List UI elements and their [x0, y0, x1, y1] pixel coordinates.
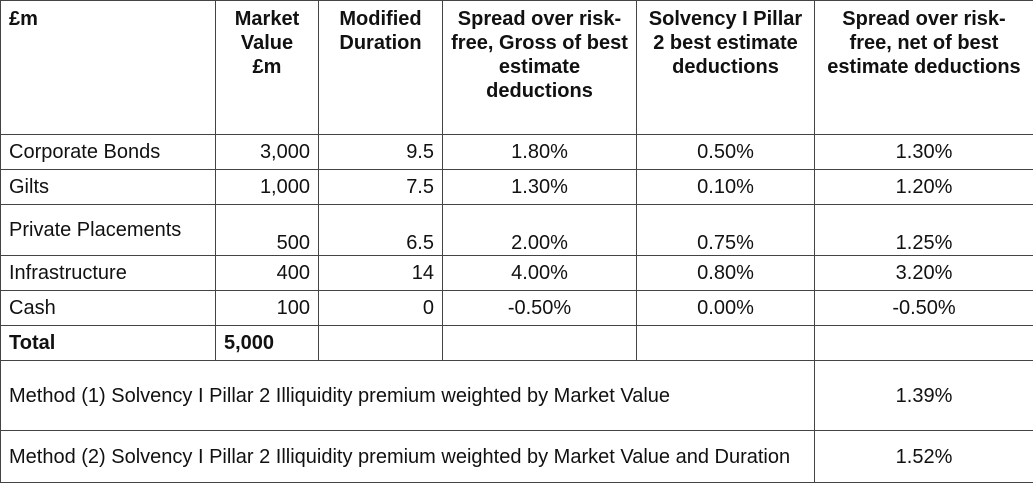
deductions-cell: 0.75%: [637, 205, 815, 256]
empty-cell: [815, 326, 1033, 361]
table-row: Private Placements 500 6.5 2.00% 0.75% 1…: [1, 205, 1033, 256]
deductions-cell: 0.80%: [637, 256, 815, 291]
method-1-label: Method (1) Solvency I Pillar 2 Illiquidi…: [1, 361, 815, 431]
header-modified-duration: Modified Duration: [319, 1, 443, 135]
table-row: Infrastructure 400 14 4.00% 0.80% 3.20%: [1, 256, 1033, 291]
duration-cell: 7.5: [319, 170, 443, 205]
asset-name: Private Placements: [1, 205, 216, 256]
duration-cell: 9.5: [319, 135, 443, 170]
total-row: Total 5,000: [1, 326, 1033, 361]
asset-name: Infrastructure: [1, 256, 216, 291]
market-value-cell: 100: [216, 291, 319, 326]
asset-name: Gilts: [1, 170, 216, 205]
header-net-spread: Spread over risk-free, net of best estim…: [815, 1, 1033, 135]
gross-spread-cell: 1.30%: [443, 170, 637, 205]
deductions-cell: 0.10%: [637, 170, 815, 205]
asset-name: Cash: [1, 291, 216, 326]
net-spread-cell: 1.30%: [815, 135, 1033, 170]
table-row: Corporate Bonds 3,000 9.5 1.80% 0.50% 1.…: [1, 135, 1033, 170]
gross-spread-cell: -0.50%: [443, 291, 637, 326]
duration-cell: 6.5: [319, 205, 443, 256]
method-2-label: Method (2) Solvency I Pillar 2 Illiquidi…: [1, 431, 815, 483]
market-value-cell: 500: [216, 205, 319, 256]
header-deductions: Solvency I Pillar 2 best estimate deduct…: [637, 1, 815, 135]
empty-cell: [443, 326, 637, 361]
method-row: Method (2) Solvency I Pillar 2 Illiquidi…: [1, 431, 1033, 483]
net-spread-cell: 1.20%: [815, 170, 1033, 205]
net-spread-cell: 3.20%: [815, 256, 1033, 291]
table-row: Gilts 1,000 7.5 1.30% 0.10% 1.20%: [1, 170, 1033, 205]
duration-cell: 0: [319, 291, 443, 326]
total-market-value: 5,000: [216, 326, 319, 361]
empty-cell: [319, 326, 443, 361]
header-currency: £m: [1, 1, 216, 135]
net-spread-cell: 1.25%: [815, 205, 1033, 256]
market-value-cell: 3,000: [216, 135, 319, 170]
method-1-value: 1.39%: [815, 361, 1033, 431]
gross-spread-cell: 4.00%: [443, 256, 637, 291]
method-2-value: 1.52%: [815, 431, 1033, 483]
net-spread-cell: -0.50%: [815, 291, 1033, 326]
method-row: Method (1) Solvency I Pillar 2 Illiquidi…: [1, 361, 1033, 431]
total-label: Total: [1, 326, 216, 361]
empty-cell: [637, 326, 815, 361]
table-row: Cash 100 0 -0.50% 0.00% -0.50%: [1, 291, 1033, 326]
gross-spread-cell: 2.00%: [443, 205, 637, 256]
market-value-cell: 400: [216, 256, 319, 291]
header-market-value: Market Value £m: [216, 1, 319, 135]
deductions-cell: 0.50%: [637, 135, 815, 170]
deductions-cell: 0.00%: [637, 291, 815, 326]
gross-spread-cell: 1.80%: [443, 135, 637, 170]
header-gross-spread: Spread over risk-free, Gross of best est…: [443, 1, 637, 135]
market-value-cell: 1,000: [216, 170, 319, 205]
duration-cell: 14: [319, 256, 443, 291]
asset-name: Corporate Bonds: [1, 135, 216, 170]
header-row: £m Market Value £m Modified Duration Spr…: [1, 1, 1033, 135]
